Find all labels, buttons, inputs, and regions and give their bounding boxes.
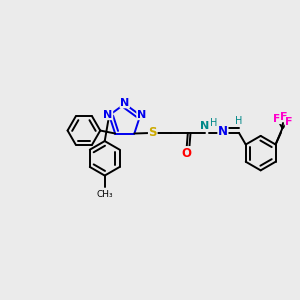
Text: O: O: [182, 147, 191, 160]
Text: F: F: [285, 117, 293, 127]
Text: S: S: [148, 126, 157, 140]
Text: F: F: [273, 114, 281, 124]
Text: H: H: [210, 118, 217, 128]
Text: N: N: [200, 121, 210, 130]
Text: F: F: [280, 112, 287, 122]
Text: N: N: [103, 110, 112, 120]
Text: H: H: [235, 116, 243, 126]
Text: N: N: [218, 125, 228, 138]
Text: N: N: [120, 98, 129, 108]
Text: N: N: [137, 110, 146, 120]
Text: CH₃: CH₃: [96, 190, 113, 199]
